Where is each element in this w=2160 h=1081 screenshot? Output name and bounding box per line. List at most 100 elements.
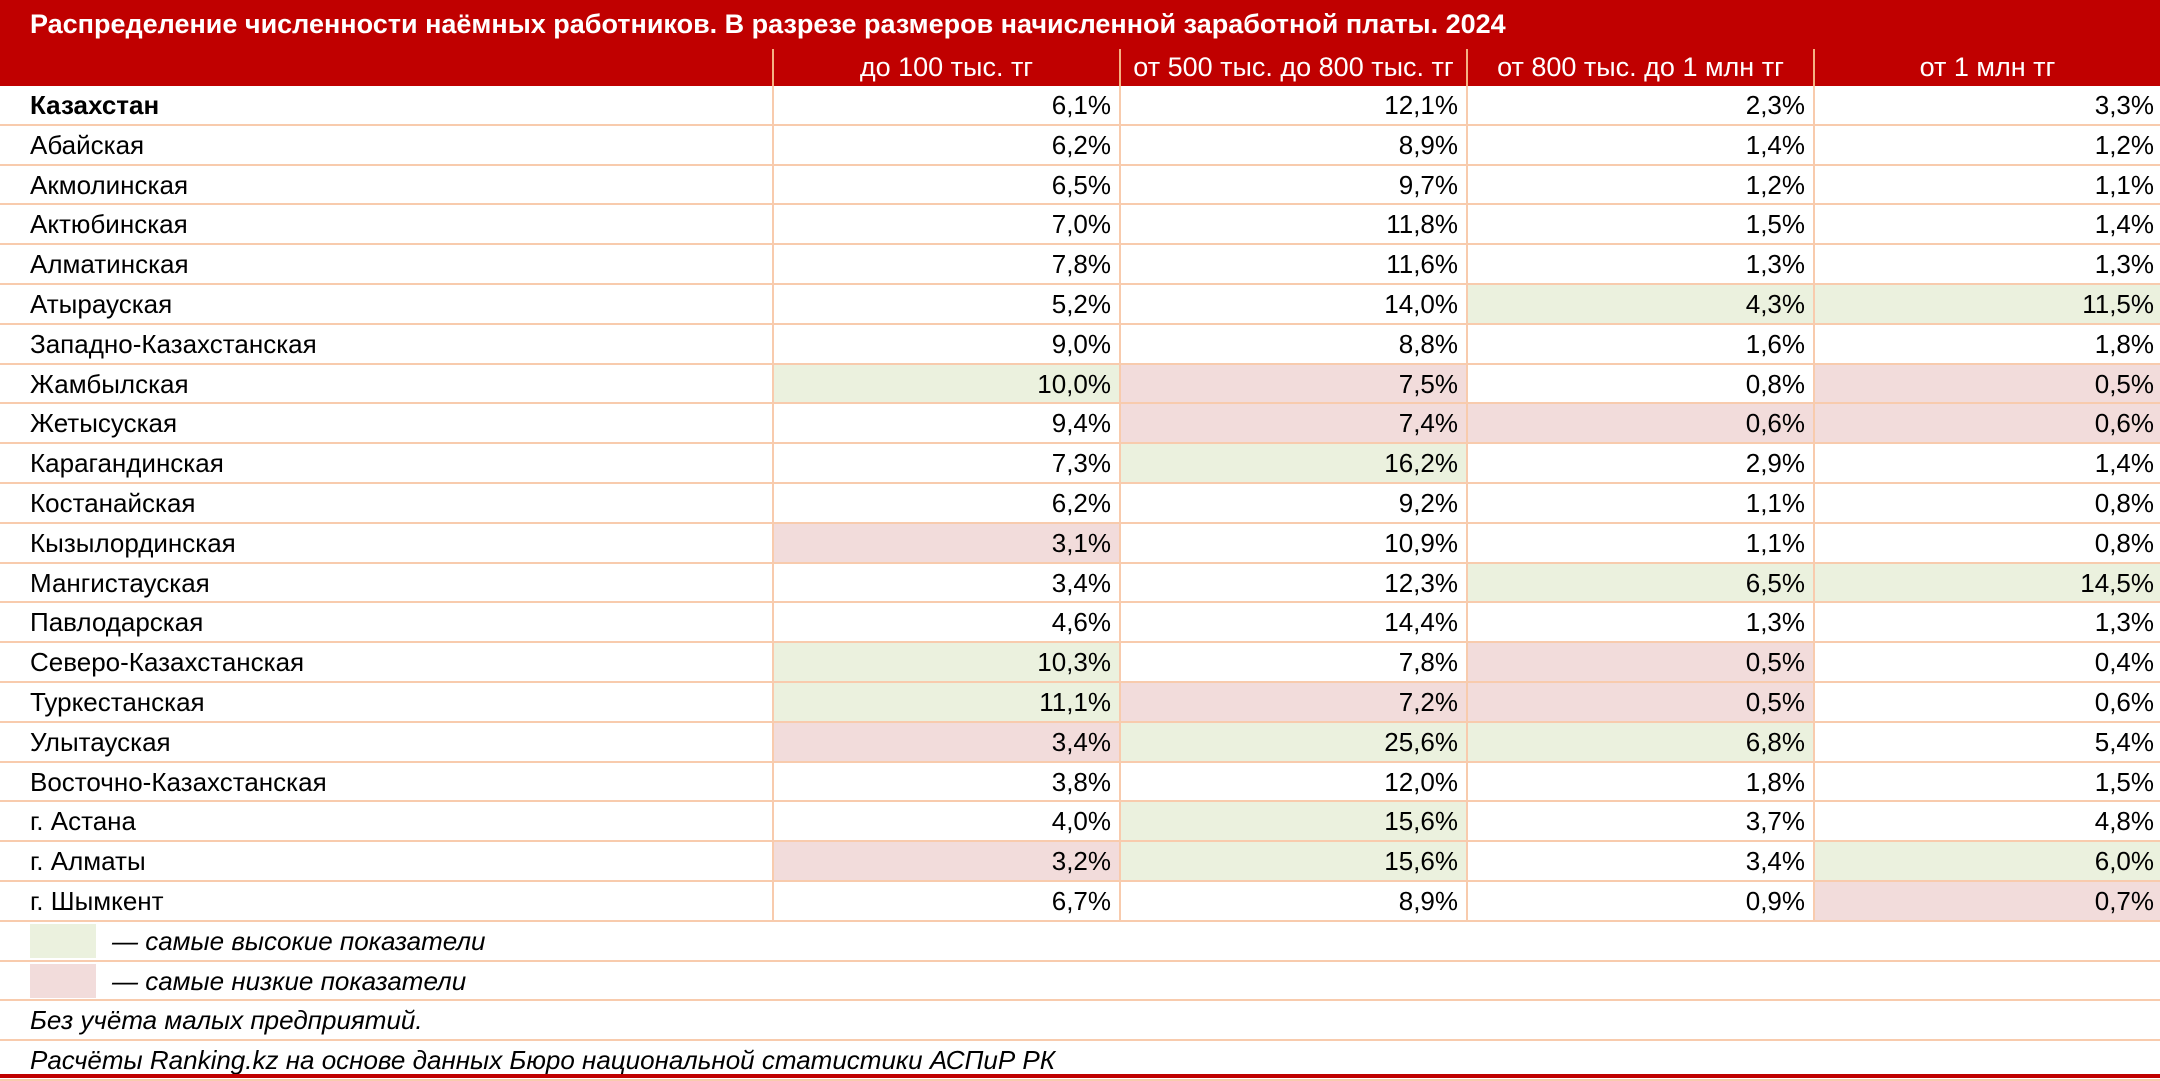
header-up-to-100k: до 100 тыс. тг — [772, 49, 1119, 86]
region-name: Костанайская — [30, 487, 196, 518]
value-cell: 0,5% — [1466, 682, 1813, 721]
value-cell: 16,2% — [1119, 444, 1466, 482]
value-cell: 0,7% — [1813, 881, 2160, 920]
value-cell: 1,4% — [1813, 444, 2160, 482]
value-cell: 1,8% — [1466, 762, 1813, 801]
value-cell: 1,3% — [1813, 245, 2160, 283]
region-name: Алматинская — [30, 249, 189, 280]
table-row: г. Астана 4,0% 15,6% 3,7% 4,8% — [0, 802, 2160, 843]
value-cell: 5,4% — [1813, 722, 2160, 761]
region-name: Кызылординская — [30, 527, 236, 558]
table-row: г. Шымкент 6,7% 8,9% 0,9% 0,7% — [0, 881, 2160, 922]
value-cell: 6,2% — [772, 483, 1119, 522]
value-cell: 9,7% — [1119, 165, 1466, 204]
value-cell: 11,6% — [1119, 245, 1466, 283]
value-cell: 1,1% — [1466, 483, 1813, 522]
value-cell: 12,3% — [1119, 563, 1466, 602]
legend-low-swatch — [30, 963, 96, 998]
value-cell: 6,0% — [1813, 842, 2160, 880]
value-cell: 3,4% — [772, 563, 1119, 602]
region-name: Жетысуская — [30, 408, 178, 439]
value-cell: 4,8% — [1813, 802, 2160, 841]
table-row: Кызылординская 3,1% 10,9% 1,1% 0,8% — [0, 523, 2160, 564]
value-cell: 8,9% — [1119, 125, 1466, 164]
value-cell: 12,0% — [1119, 762, 1466, 801]
table-row: Жамбылская 10,0% 7,5% 0,8% 0,5% — [0, 364, 2160, 405]
footnote-row: Без учёта малых предприятий. — [0, 1001, 2160, 1042]
legend-high-label: — самые высокие показатели — [112, 925, 486, 956]
value-cell: 0,8% — [1813, 483, 2160, 522]
value-cell: 1,3% — [1813, 603, 2160, 642]
legend-low: — самые низкие показатели — [0, 962, 2160, 1002]
value-cell: 10,9% — [1119, 523, 1466, 562]
header-row: до 100 тыс. тг от 500 тыс. до 800 тыс. т… — [0, 49, 2160, 86]
value-cell: 1,1% — [1466, 523, 1813, 562]
value-cell: 1,2% — [1813, 125, 2160, 164]
value-cell: 0,8% — [1813, 523, 2160, 562]
value-cell: 4,0% — [772, 802, 1119, 841]
region-name: Туркестанская — [30, 686, 205, 717]
region-name: Атырауская — [30, 288, 173, 319]
region-name: Акмолинская — [30, 169, 189, 200]
value-cell: 0,5% — [1813, 364, 2160, 403]
table-row: Акмолинская 6,5% 9,7% 1,2% 1,1% — [0, 165, 2160, 206]
value-cell: 6,5% — [772, 165, 1119, 204]
header-800k-1m: от 800 тыс. до 1 млн тг — [1466, 49, 1813, 86]
region-name: Северо-Казахстанская — [30, 647, 305, 678]
value-cell: 1,3% — [1466, 603, 1813, 642]
legend-high-swatch — [30, 923, 96, 958]
value-cell: 3,4% — [772, 722, 1119, 761]
value-cell: 14,0% — [1119, 284, 1466, 323]
value-cell: 7,8% — [1119, 643, 1466, 681]
value-cell: 6,2% — [772, 125, 1119, 164]
value-cell: 7,3% — [772, 444, 1119, 482]
value-cell: 3,4% — [1466, 842, 1813, 880]
table-row: Алматинская 7,8% 11,6% 1,3% 1,3% — [0, 245, 2160, 285]
value-cell: 11,5% — [1813, 284, 2160, 323]
table-row: Казахстан 6,1% 12,1% 2,3% 3,3% — [0, 86, 2160, 126]
table-row: Атырауская 5,2% 14,0% 4,3% 11,5% — [0, 284, 2160, 325]
value-cell: 10,0% — [772, 364, 1119, 403]
region-name: г. Алматы — [30, 846, 146, 877]
value-cell: 0,8% — [1466, 364, 1813, 403]
value-cell: 12,1% — [1119, 86, 1466, 124]
table-row: г. Алматы 3,2% 15,6% 3,4% 6,0% — [0, 842, 2160, 882]
region-name: Абайская — [30, 129, 145, 160]
region-name: Актюбинская — [30, 209, 188, 240]
table-row: Жетысуская 9,4% 7,4% 0,6% 0,6% — [0, 404, 2160, 445]
value-cell: 3,8% — [772, 762, 1119, 801]
table-row: Актюбинская 7,0% 11,8% 1,5% 1,4% — [0, 205, 2160, 246]
value-cell: 6,8% — [1466, 722, 1813, 761]
legend-low-label: — самые низкие показатели — [112, 965, 467, 996]
region-name: Карагандинская — [30, 448, 224, 479]
value-cell: 1,2% — [1466, 165, 1813, 204]
value-cell: 11,1% — [772, 682, 1119, 721]
footnote-text: Расчёты Ranking.kz на основе данных Бюро… — [30, 1045, 1056, 1076]
value-cell: 9,4% — [772, 404, 1119, 443]
value-cell: 6,1% — [772, 86, 1119, 124]
value-cell: 0,6% — [1813, 404, 2160, 443]
region-name: г. Шымкент — [30, 885, 164, 916]
value-cell: 0,6% — [1466, 404, 1813, 443]
table-body: Казахстан 6,1% 12,1% 2,3% 3,3% Абайская 6,2% 8,… — [0, 86, 2160, 1081]
region-name: Западно-Казахстанская — [30, 328, 317, 359]
value-cell: 2,9% — [1466, 444, 1813, 482]
region-name: Казахстан — [30, 90, 160, 120]
value-cell: 3,1% — [772, 523, 1119, 562]
value-cell: 0,9% — [1466, 881, 1813, 920]
header-500k-800k: от 500 тыс. до 800 тыс. тг — [1119, 49, 1466, 86]
table-row: Карагандинская 7,3% 16,2% 2,9% 1,4% — [0, 444, 2160, 484]
value-cell: 15,6% — [1119, 842, 1466, 880]
value-cell: 4,6% — [772, 603, 1119, 642]
value-cell: 9,0% — [772, 324, 1119, 363]
value-cell: 1,6% — [1466, 324, 1813, 363]
value-cell: 5,2% — [772, 284, 1119, 323]
value-cell: 0,4% — [1813, 643, 2160, 681]
legend-high: — самые высокие показатели — [0, 922, 2160, 962]
footnote-text: Без учёта малых предприятий. — [30, 1005, 423, 1036]
value-cell: 11,8% — [1119, 205, 1466, 244]
table-row: Мангистауская 3,4% 12,3% 6,5% 14,5% — [0, 563, 2160, 604]
value-cell: 1,5% — [1813, 762, 2160, 801]
value-cell: 3,3% — [1813, 86, 2160, 124]
